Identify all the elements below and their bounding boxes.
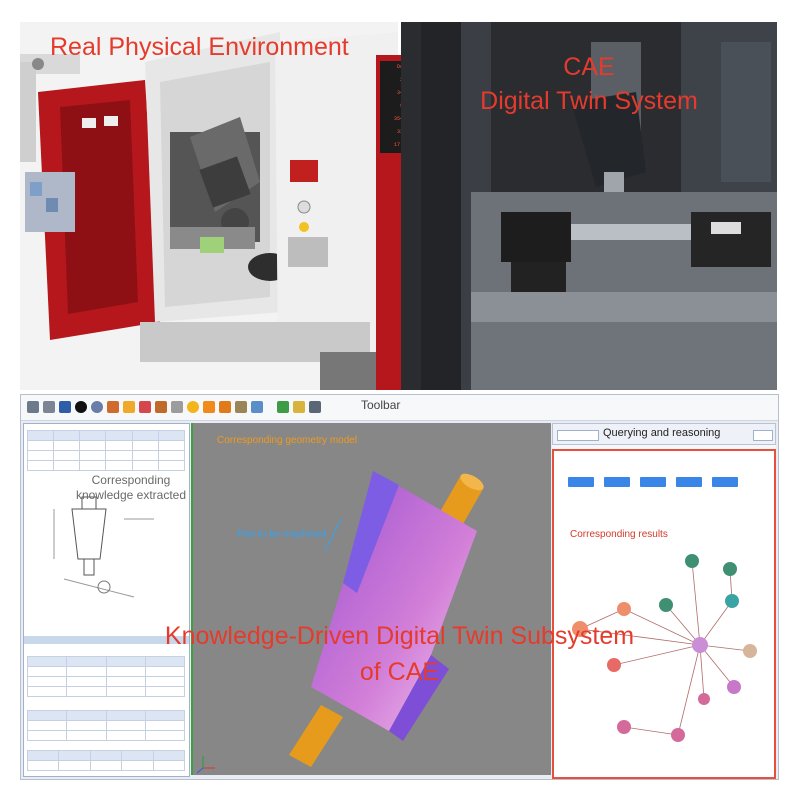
cae-title-line1: CAE — [563, 53, 615, 81]
part-model — [196, 471, 484, 774]
graph-action-button[interactable] — [640, 477, 666, 487]
query-input[interactable] — [557, 430, 599, 441]
circle-icon[interactable] — [187, 401, 199, 413]
scrollbar[interactable] — [24, 636, 189, 644]
arrow-icon[interactable] — [293, 401, 305, 413]
save-icon[interactable] — [59, 401, 71, 413]
graph-action-button[interactable] — [568, 477, 594, 487]
shield-icon[interactable] — [139, 401, 151, 413]
graph-action-button[interactable] — [604, 477, 630, 487]
edit-icon[interactable] — [43, 401, 55, 413]
knowledge-subsystem-window: Toolbar — [20, 394, 779, 780]
results-label: Corresponding results — [570, 529, 668, 540]
triangle-icon[interactable] — [219, 401, 231, 413]
knowledge-table-lower — [26, 710, 186, 741]
cone-icon[interactable] — [203, 401, 215, 413]
subsystem-title-line1: Knowledge-Driven Digital Twin Subsystem — [164, 622, 635, 650]
grid-icon[interactable] — [251, 401, 263, 413]
toolbar: Toolbar — [21, 395, 778, 421]
physical-environment-photo: Real Physical Environment — [20, 22, 398, 390]
subsystem-title-line2: of CAE — [359, 658, 440, 686]
close-icon[interactable] — [309, 401, 321, 413]
cae-digital-twin-render: CAE Digital Twin System — [401, 22, 777, 390]
query-label: Querying and reasoning — [603, 427, 721, 439]
reasoning-panel: Querying and reasoning Corresponding res… — [552, 423, 776, 779]
geometry-model-label: Corresponding geometry model — [217, 435, 358, 446]
results-graph-area: Corresponding results — [552, 449, 776, 779]
sphere-icon[interactable] — [75, 401, 87, 413]
menu-icon[interactable] — [27, 401, 39, 413]
knowledge-extracted-label: Corresponding knowledge extracted — [75, 473, 187, 502]
query-button[interactable] — [753, 430, 773, 441]
geometry-viewport[interactable]: Corresponding geometry model Part to be … — [191, 423, 551, 775]
globe-icon[interactable] — [91, 401, 103, 413]
graph-action-button[interactable] — [712, 477, 738, 487]
knowledge-table-top — [26, 430, 186, 471]
knowledge-table-middle — [26, 656, 186, 697]
gear-icon[interactable] — [235, 401, 247, 413]
part-label: Part to be machined — [237, 529, 327, 540]
shape-icon[interactable] — [107, 401, 119, 413]
knowledge-panel — [23, 423, 190, 777]
query-bar: Querying and reasoning — [552, 423, 776, 445]
cae-title-line2: Digital Twin System — [480, 87, 698, 115]
graph-action-button[interactable] — [676, 477, 702, 487]
knowledge-graph — [572, 554, 757, 742]
cae-machine-render — [401, 22, 777, 390]
folder-icon[interactable] — [123, 401, 135, 413]
machine-tool-illustration — [20, 32, 398, 390]
leaf-icon[interactable] — [277, 401, 289, 413]
knowledge-table-bottom — [26, 750, 186, 771]
cube-icon[interactable] — [155, 401, 167, 413]
physical-environment-title: Real Physical Environment — [50, 33, 349, 61]
cylinder-icon[interactable] — [171, 401, 183, 413]
part-drawing — [53, 496, 154, 598]
toolbar-label: Toolbar — [361, 398, 401, 412]
